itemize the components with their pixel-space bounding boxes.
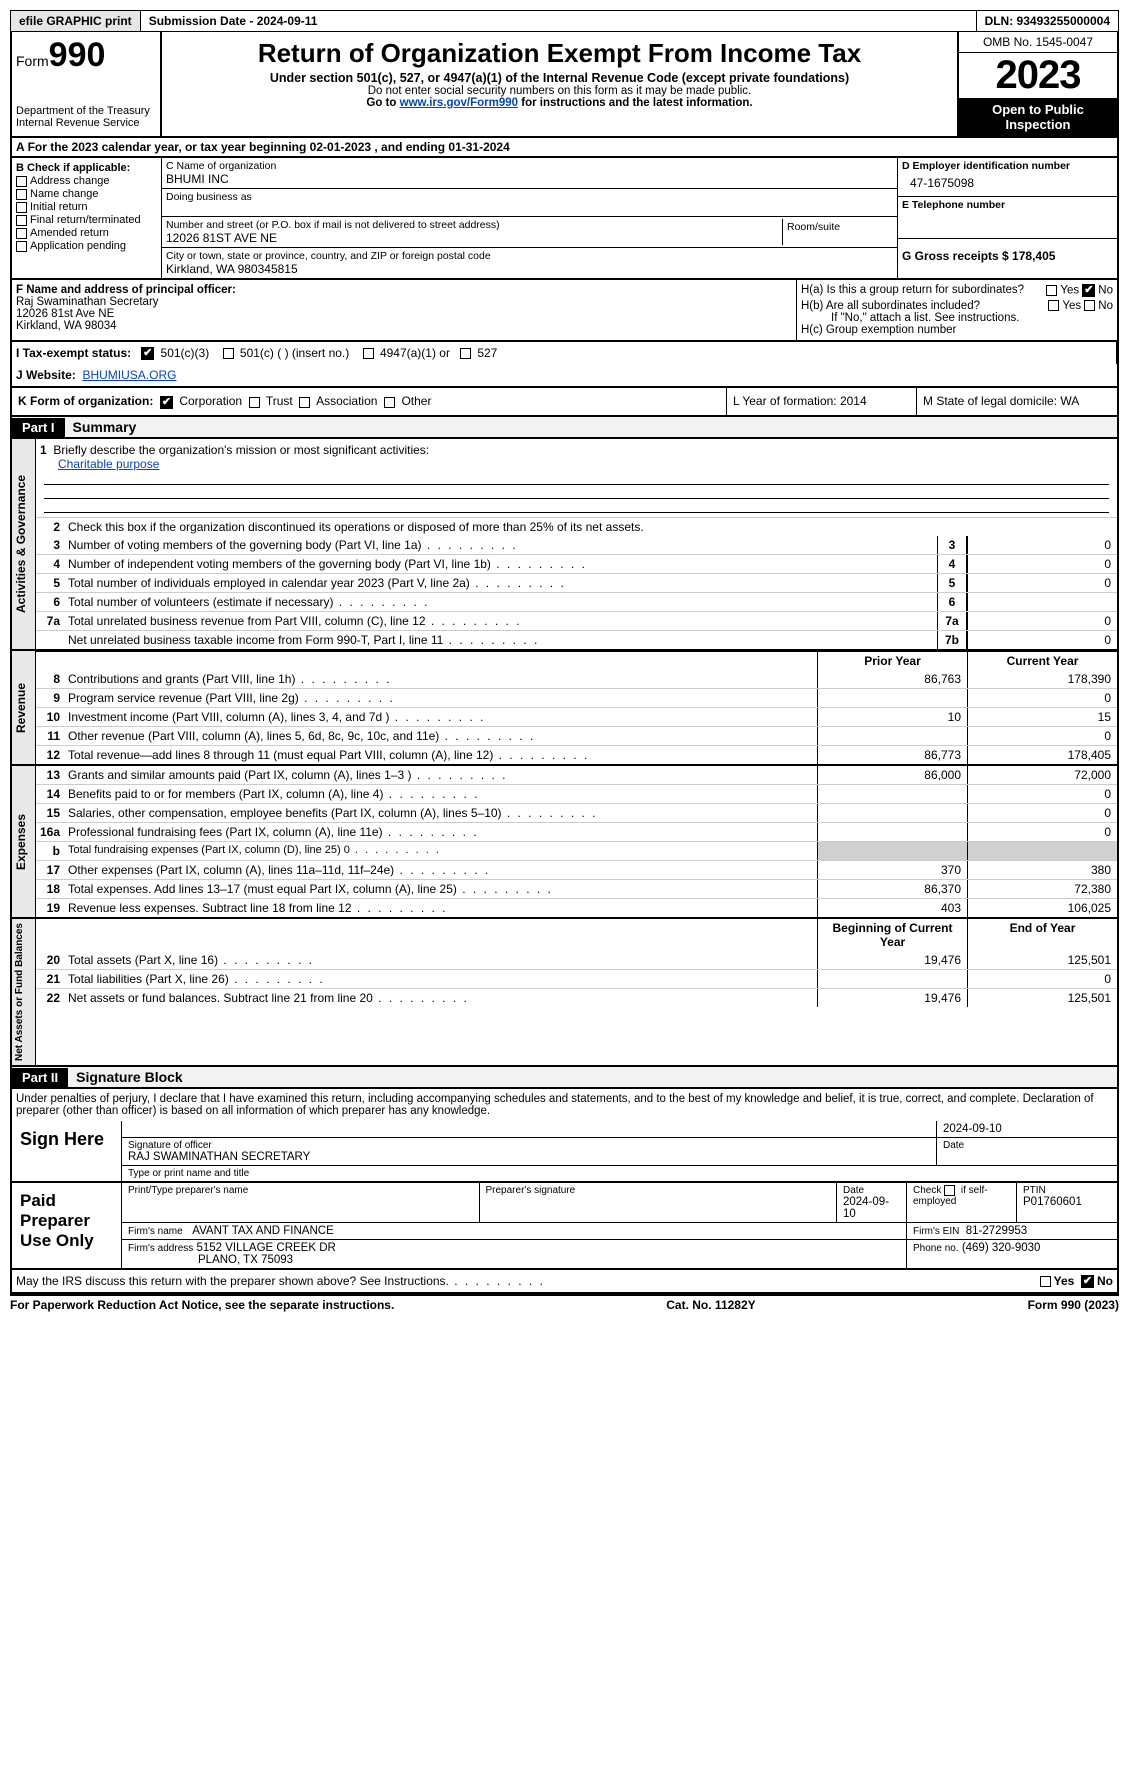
501c-checkbox[interactable] [223,348,234,359]
website-link[interactable]: BHUMIUSA.ORG [82,368,176,382]
summary-revenue: Revenue Prior Year Current Year 8Contrib… [10,651,1119,766]
summary-line-21: 21Total liabilities (Part X, line 26)0 [36,969,1117,988]
form-title: Return of Organization Exempt From Incom… [168,38,951,69]
ha-no-checkbox[interactable]: ✔ [1082,284,1095,297]
summary-line-9: 9Program service revenue (Part VIII, lin… [36,688,1117,707]
summary-line-20: 20Total assets (Part X, line 16)19,47612… [36,951,1117,969]
gross-receipts: G Gross receipts $ 178,405 [902,249,1055,263]
row-j: J Website: BHUMIUSA.ORG [10,364,1119,388]
sign-here-block: Sign Here 2024-09-10 Signature of office… [10,1121,1119,1183]
submission-date: Submission Date - 2024-09-11 [141,11,977,31]
part2-header: Part IISignature Block [10,1067,1119,1089]
hb-no-checkbox[interactable] [1084,300,1095,311]
summary-line-19: 19Revenue less expenses. Subtract line 1… [36,898,1117,917]
summary-line-7b: Net unrelated business taxable income fr… [36,630,1117,649]
other-checkbox[interactable] [384,397,395,408]
summary-line-10: 10Investment income (Part VIII, column (… [36,707,1117,726]
officer-signature-name: RAJ SWAMINATHAN SECRETARY [128,1151,930,1163]
part1-header: Part ISummary [10,417,1119,439]
trust-checkbox[interactable] [249,397,260,408]
discuss-no-checkbox[interactable]: ✔ [1081,1275,1094,1288]
ha-yes-checkbox[interactable] [1046,285,1057,296]
top-bar: efile GRAPHIC print Submission Date - 20… [10,10,1119,32]
page-footer: For Paperwork Reduction Act Notice, see … [10,1294,1119,1312]
form-subtitle: Under section 501(c), 527, or 4947(a)(1)… [168,71,951,85]
hb-yes-checkbox[interactable] [1048,300,1059,311]
row-k-l-m: K Form of organization: ✔ Corporation Tr… [10,388,1119,416]
firm-phone: (469) 320-9030 [962,1242,1041,1254]
row-i: I Tax-exempt status: ✔ 501(c)(3) 501(c) … [10,342,1119,364]
firm-address: 5152 VILLAGE CREEK DR [196,1242,335,1254]
summary-line-5: 5Total number of individuals employed in… [36,573,1117,592]
checkbox-application-pending[interactable]: Application pending [16,240,157,252]
summary-line-12: 12Total revenue—add lines 8 through 11 (… [36,745,1117,764]
discuss-row: May the IRS discuss this return with the… [10,1270,1119,1294]
checkbox-address-change[interactable]: Address change [16,175,157,187]
assoc-checkbox[interactable] [299,397,310,408]
527-checkbox[interactable] [460,348,471,359]
summary-line-13: 13Grants and similar amounts paid (Part … [36,766,1117,784]
preparer-date: 2024-09-10 [843,1196,889,1220]
sign-date: 2024-09-10 [937,1121,1117,1137]
summary-line-8: 8Contributions and grants (Part VIII, li… [36,670,1117,688]
section-f-h: F Name and address of principal officer:… [10,280,1119,342]
summary-line-17: 17Other expenses (Part IX, column (A), l… [36,860,1117,879]
summary-line-22: 22Net assets or fund balances. Subtract … [36,988,1117,1007]
tax-year: 2023 [959,53,1117,98]
paid-preparer-block: Paid Preparer Use Only Print/Type prepar… [10,1183,1119,1270]
officer-name: Raj Swaminathan Secretary [16,296,792,308]
summary-line-3: 3Number of voting members of the governi… [36,536,1117,554]
org-info-block: B Check if applicable: Address changeNam… [10,158,1119,280]
summary-governance: Activities & Governance 1 Briefly descri… [10,439,1119,651]
street-address: 12026 81ST AVE NE [166,231,782,245]
summary-line-7a: 7aTotal unrelated business revenue from … [36,611,1117,630]
section-c: C Name of organizationBHUMI INC Doing bu… [162,158,897,278]
summary-net-assets: Net Assets or Fund Balances Beginning of… [10,919,1119,1067]
summary-line-16a: 16aProfessional fundraising fees (Part I… [36,822,1117,841]
corp-checkbox[interactable]: ✔ [160,396,173,409]
form-number: Form990 [16,36,156,75]
section-b: B Check if applicable: Address changeNam… [12,158,162,278]
dln-label: DLN: 93493255000004 [977,11,1118,31]
firm-ein: 81-2729953 [966,1225,1027,1237]
section-a-tax-year: A For the 2023 calendar year, or tax yea… [10,138,1119,158]
checkbox-initial-return[interactable]: Initial return [16,201,157,213]
ssn-note: Do not enter social security numbers on … [168,85,951,97]
state-domicile: M State of legal domicile: WA [917,388,1117,414]
city-state-zip: Kirkland, WA 980345815 [166,262,893,276]
org-name: BHUMI INC [166,172,893,186]
summary-expenses: Expenses 13Grants and similar amounts pa… [10,766,1119,919]
mission-text: Charitable purpose [58,457,159,471]
summary-line-15: 15Salaries, other compensation, employee… [36,803,1117,822]
summary-line-11: 11Other revenue (Part VIII, column (A), … [36,726,1117,745]
instructions-link[interactable]: www.irs.gov/Form990 [400,97,518,109]
checkbox-amended-return[interactable]: Amended return [16,227,157,239]
declaration-text: Under penalties of perjury, I declare th… [10,1089,1119,1121]
checkbox-name-change[interactable]: Name change [16,188,157,200]
ptin-value: P01760601 [1023,1196,1082,1208]
501c3-checkbox[interactable]: ✔ [141,347,154,360]
summary-line-4: 4Number of independent voting members of… [36,554,1117,573]
summary-line-b: bTotal fundraising expenses (Part IX, co… [36,841,1117,860]
efile-print-button[interactable]: efile GRAPHIC print [11,11,141,31]
4947-checkbox[interactable] [363,348,374,359]
discuss-yes-checkbox[interactable] [1040,1276,1051,1287]
dept-label: Department of the Treasury Internal Reve… [16,105,156,129]
summary-line-14: 14Benefits paid to or for members (Part … [36,784,1117,803]
form-header: Form990 Department of the Treasury Inter… [10,32,1119,138]
omb-number: OMB No. 1545-0047 [959,32,1117,53]
ein-value: 47-1675098 [902,172,1113,194]
self-employed-checkbox[interactable] [944,1185,955,1196]
summary-line-6: 6Total number of volunteers (estimate if… [36,592,1117,611]
checkbox-final-return-terminated[interactable]: Final return/terminated [16,214,157,226]
summary-line-18: 18Total expenses. Add lines 13–17 (must … [36,879,1117,898]
year-formation: L Year of formation: 2014 [727,388,917,414]
firm-name: AVANT TAX AND FINANCE [192,1225,333,1237]
public-inspection-badge: Open to Public Inspection [959,98,1117,136]
section-d-e-g: D Employer identification number47-16750… [897,158,1117,278]
